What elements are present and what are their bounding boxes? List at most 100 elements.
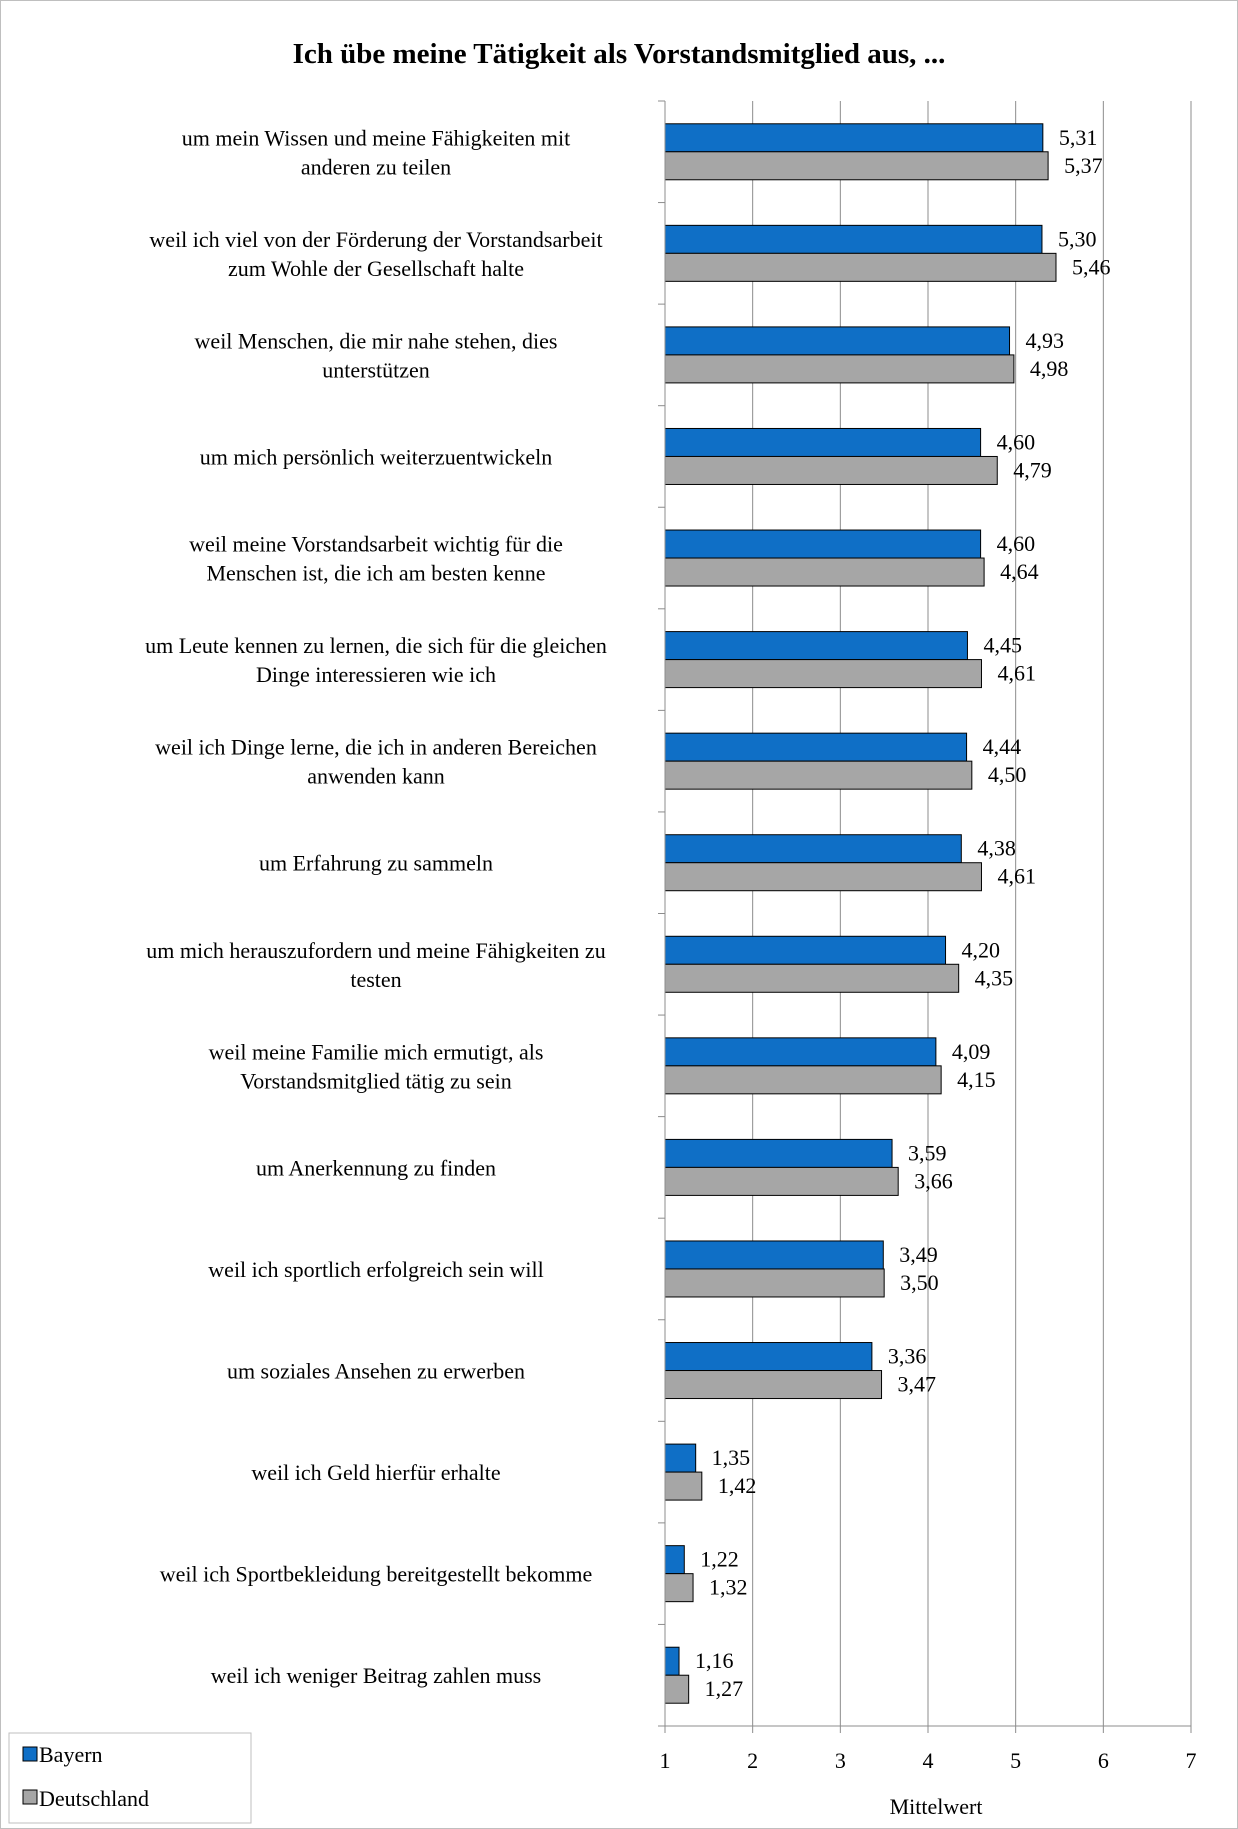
category-label: weil meine Vorstandsarbeit wichtig für d…	[189, 532, 563, 586]
data-label-bayern: 4,20	[962, 937, 1001, 962]
bar-deutschland	[664, 1674, 690, 1704]
bar-bayern	[664, 935, 947, 965]
bar-deutschland	[664, 455, 998, 485]
bar-deutschland	[664, 1573, 694, 1603]
data-label-deutschland: 3,66	[914, 1168, 953, 1193]
category-label-line: weil ich weniger Beitrag zahlen muss	[211, 1663, 542, 1688]
category-label-line: um mich persönlich weiterzuentwickeln	[200, 444, 553, 469]
x-axis-title: Mittelwert	[890, 1794, 983, 1819]
bar-bayern	[664, 529, 982, 559]
category-label-line: unterstützen	[322, 357, 430, 382]
bar-bayern	[664, 1545, 685, 1575]
bar-deutschland	[664, 760, 973, 790]
data-label-deutschland: 4,64	[1000, 559, 1039, 584]
data-label-deutschland: 3,50	[900, 1270, 939, 1295]
bar-deutschland	[664, 659, 982, 689]
legend-label-bayern: Bayern	[39, 1742, 103, 1767]
category-label-line: weil ich Geld hierfür erhalte	[251, 1460, 500, 1485]
bar-deutschland	[664, 1166, 899, 1196]
category-label: weil ich weniger Beitrag zahlen muss	[211, 1663, 542, 1688]
bar-bayern	[664, 1138, 893, 1168]
data-label-deutschland: 5,37	[1064, 153, 1103, 178]
data-label-bayern: 4,38	[977, 836, 1016, 861]
category-label-line: weil meine Familie mich ermutigt, als	[209, 1039, 544, 1064]
category-label-line: um Anerkennung zu finden	[256, 1155, 496, 1180]
bar-bayern	[664, 1342, 873, 1372]
category-label-line: um Leute kennen zu lernen, die sich für …	[145, 633, 607, 658]
data-label-bayern: 5,31	[1059, 125, 1098, 150]
data-label-deutschland: 3,47	[898, 1372, 937, 1397]
category-label: um mich herauszufordern und meine Fähigk…	[146, 938, 605, 992]
bar-deutschland	[664, 354, 1015, 384]
data-label-bayern: 5,30	[1058, 226, 1097, 251]
bar-bayern	[664, 427, 982, 457]
category-label: weil ich viel von der Förderung der Vors…	[149, 227, 602, 281]
bar-deutschland	[664, 1471, 703, 1501]
bar-deutschland	[664, 151, 1049, 181]
data-label-bayern: 4,60	[997, 531, 1036, 556]
category-label: weil Menschen, die mir nahe stehen, dies…	[195, 328, 558, 382]
chart-title: Ich übe meine Tätigkeit als Vorstandsmit…	[293, 38, 946, 70]
category-label: um Erfahrung zu sammeln	[259, 851, 493, 876]
bar-bayern	[664, 1646, 680, 1676]
category-label-line: um soziales Ansehen zu erwerben	[227, 1359, 525, 1384]
data-label-bayern: 3,59	[908, 1140, 947, 1165]
bar-bayern	[664, 631, 968, 661]
category-label-line: anwenden kann	[307, 764, 444, 789]
data-label-deutschland: 4,61	[997, 864, 1036, 889]
legend-box	[8, 1732, 252, 1824]
data-label-deutschland: 4,35	[975, 965, 1014, 990]
data-label-bayern: 1,35	[712, 1445, 751, 1470]
x-tick-label: 3	[835, 1748, 846, 1773]
data-label-deutschland: 4,50	[988, 762, 1026, 787]
bar-deutschland	[664, 1370, 883, 1400]
category-label: weil ich Dinge lerne, die ich in anderen…	[155, 735, 597, 789]
bar-bayern	[664, 224, 1043, 254]
legend-swatch-bayern	[22, 1746, 38, 1762]
legend: Bayern Deutschland	[8, 1732, 252, 1824]
data-label-deutschland: 4,15	[957, 1067, 996, 1092]
axes: 1 2 3 4 5 6 7	[658, 100, 1197, 1773]
data-label-bayern: 4,60	[997, 429, 1036, 454]
category-label: weil meine Familie mich ermutigt, als Vor…	[209, 1039, 544, 1093]
bar-bayern	[664, 834, 962, 864]
bar-deutschland	[664, 252, 1057, 282]
category-label: um Leute kennen zu lernen, die sich für …	[145, 633, 607, 687]
bar-bayern	[664, 1240, 884, 1270]
x-tick-label: 2	[747, 1748, 758, 1773]
category-label-line: um mich herauszufordern und meine Fähigk…	[146, 938, 605, 963]
data-label-deutschland: 1,42	[718, 1473, 757, 1498]
data-label-deutschland: 4,79	[1013, 457, 1051, 482]
category-label-line: Menschen ist, die ich am besten kenne	[206, 561, 545, 586]
data-label-bayern: 1,22	[700, 1547, 739, 1572]
bar-deutschland	[664, 963, 960, 993]
x-tick-label: 7	[1186, 1748, 1197, 1773]
data-label-bayern: 1,16	[695, 1648, 734, 1673]
x-tick-label: 4	[923, 1748, 934, 1773]
category-label-line: weil ich viel von der Förderung der Vors…	[149, 227, 602, 252]
category-label-line: weil ich Dinge lerne, die ich in anderen…	[155, 735, 597, 760]
x-tick-label: 5	[1010, 1748, 1021, 1773]
category-label-line: weil meine Vorstandsarbeit wichtig für d…	[189, 532, 563, 557]
category-label: weil ich Geld hierfür erhalte	[251, 1460, 500, 1485]
category-label-line: zum Wohle der Gesellschaft halte	[228, 256, 524, 281]
data-label-deutschland: 4,61	[997, 661, 1036, 686]
category-label-line: weil Menschen, die mir nahe stehen, dies	[195, 328, 558, 353]
category-label: weil ich Sportbekleidung bereitgestellt …	[160, 1562, 593, 1587]
data-label-bayern: 3,36	[888, 1344, 927, 1369]
bar-bayern	[664, 326, 1011, 356]
bar-bayern	[664, 123, 1044, 153]
x-tick-label: 1	[660, 1748, 671, 1773]
legend-label-deutschland: Deutschland	[39, 1786, 149, 1811]
category-label: um mich persönlich weiterzuentwickeln	[200, 444, 553, 469]
bar-bayern	[664, 1443, 697, 1473]
category-label-line: um Erfahrung zu sammeln	[259, 851, 493, 876]
category-label-line: weil ich Sportbekleidung bereitgestellt …	[160, 1562, 593, 1587]
bar-bayern	[664, 732, 968, 762]
data-label-bayern: 4,44	[983, 734, 1022, 759]
category-label-line: weil ich sportlich erfolgreich sein will	[208, 1257, 543, 1282]
bar-deutschland	[664, 862, 982, 892]
bar-bayern	[664, 1037, 937, 1067]
data-label-bayern: 4,93	[1026, 328, 1065, 353]
